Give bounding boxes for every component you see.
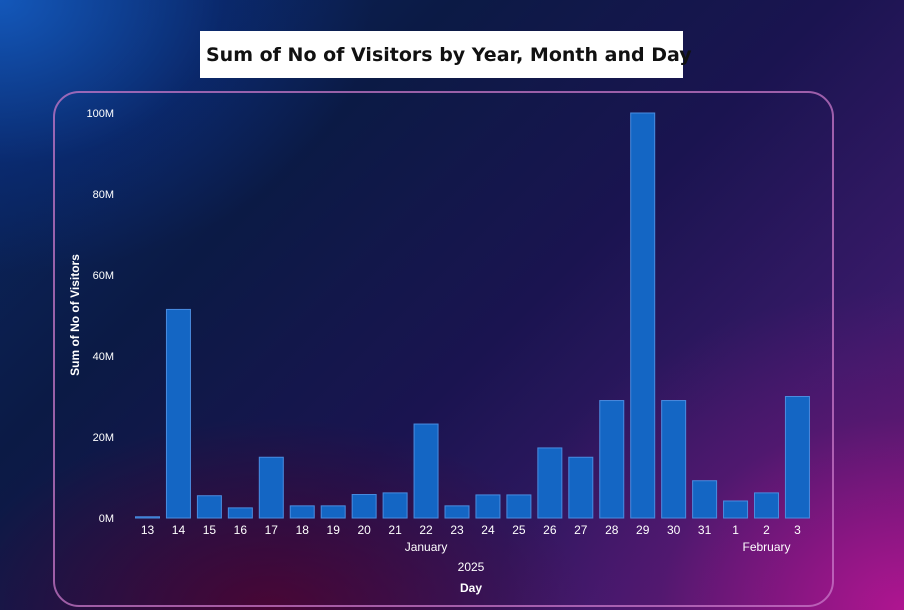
- bar[interactable]: [630, 112, 656, 519]
- x-tick-label: 28: [605, 523, 619, 537]
- month-label: January: [405, 540, 448, 554]
- y-tick-label: 0M: [99, 513, 114, 525]
- bar[interactable]: [351, 494, 377, 519]
- x-axis-title: Day: [460, 581, 482, 595]
- y-tick-label: 40M: [93, 351, 114, 363]
- bar[interactable]: [475, 494, 501, 519]
- bar[interactable]: [537, 447, 563, 519]
- x-tick-label: 23: [450, 523, 464, 537]
- y-tick-label: 60M: [93, 270, 114, 282]
- x-tick-label: 20: [357, 523, 371, 537]
- bar[interactable]: [227, 507, 253, 519]
- x-tick-label: 14: [172, 523, 186, 537]
- x-tick-label: 13: [141, 523, 155, 537]
- bar[interactable]: [320, 505, 346, 519]
- x-tick-label: 3: [794, 523, 801, 537]
- bar[interactable]: [413, 423, 439, 519]
- month-label: February: [742, 540, 790, 554]
- bar[interactable]: [692, 480, 718, 519]
- x-tick-label: 22: [419, 523, 433, 537]
- x-tick-label: 25: [512, 523, 526, 537]
- bar[interactable]: [135, 516, 160, 519]
- x-tick-label: 27: [574, 523, 588, 537]
- bars: [135, 112, 810, 519]
- x-tick-label: 16: [234, 523, 248, 537]
- bar[interactable]: [661, 400, 687, 519]
- x-axis-month-labels: January February: [405, 540, 791, 554]
- bar[interactable]: [784, 396, 810, 519]
- bar[interactable]: [165, 308, 191, 519]
- x-tick-label: 2: [763, 523, 770, 537]
- y-axis-title: Sum of No of Visitors: [68, 254, 82, 376]
- x-tick-label: 29: [636, 523, 650, 537]
- chart-title: Sum of No of Visitors by Year, Month and…: [206, 43, 692, 66]
- bar[interactable]: [599, 400, 625, 519]
- bar[interactable]: [506, 494, 532, 519]
- bar[interactable]: [382, 492, 408, 519]
- y-tick-label: 80M: [93, 189, 114, 201]
- bar[interactable]: [444, 505, 470, 519]
- x-tick-label: 19: [327, 523, 341, 537]
- bar[interactable]: [754, 492, 779, 519]
- bar[interactable]: [568, 456, 594, 519]
- x-tick-label: 26: [543, 523, 557, 537]
- chart-card: [53, 91, 834, 607]
- x-axis-ticks: 13 14 15 16 17 18 19 20 21 22 23 24 25 26 27 28 29 30 31 1 2…: [141, 523, 801, 537]
- chart-title-box: Sum of No of Visitors by Year, Month and…: [200, 31, 692, 78]
- x-tick-label: 31: [698, 523, 712, 537]
- y-axis-ticks: 0M 20M 40M 60M 80M 100M: [86, 108, 114, 525]
- bar[interactable]: [196, 495, 222, 519]
- x-tick-label: 24: [481, 523, 495, 537]
- x-tick-label: 15: [203, 523, 217, 537]
- y-tick-label: 20M: [93, 432, 114, 444]
- x-tick-label: 18: [296, 523, 310, 537]
- x-tick-label: 17: [265, 523, 279, 537]
- x-tick-label: 30: [667, 523, 681, 537]
- bar[interactable]: [289, 505, 315, 519]
- x-tick-label: 21: [388, 523, 402, 537]
- y-tick-label: 100M: [86, 108, 114, 120]
- x-tick-label: 1: [732, 523, 739, 537]
- bar[interactable]: [258, 456, 284, 519]
- bar[interactable]: [723, 500, 749, 519]
- x-axis-year-label: 2025: [458, 560, 485, 574]
